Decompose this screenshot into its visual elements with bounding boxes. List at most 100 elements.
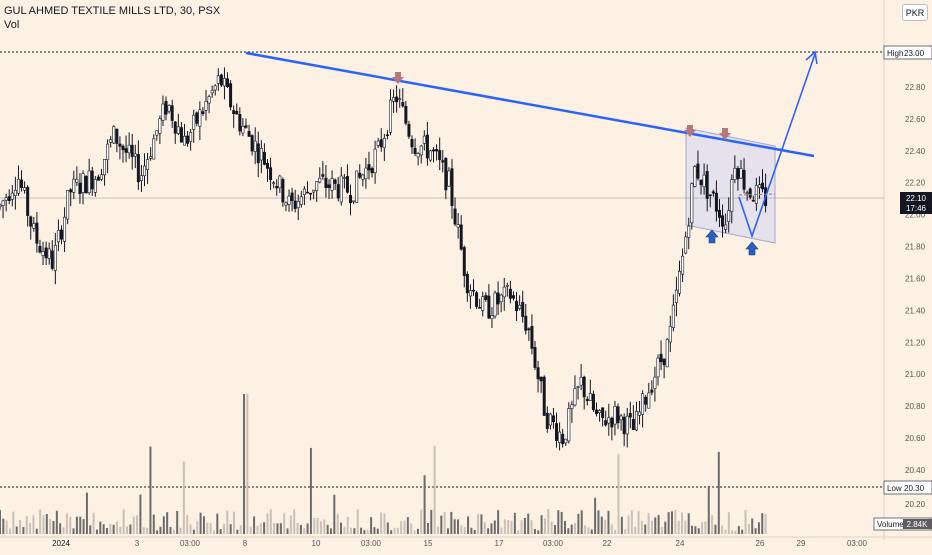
candle (238, 114, 242, 132)
candle (515, 300, 519, 312)
volume-bar (293, 509, 296, 534)
y-tick-label: 20.80 (905, 402, 926, 411)
projection-arrowhead (805, 50, 818, 65)
candle (38, 245, 42, 253)
volume-bar (199, 512, 202, 534)
candle (373, 148, 377, 174)
candle (705, 171, 709, 199)
volume-bar (383, 513, 386, 534)
candle (435, 149, 439, 152)
candle (416, 153, 420, 158)
volume-bar (333, 494, 336, 534)
y-tick-label: 21.40 (905, 306, 926, 315)
candle (401, 102, 405, 107)
volume-bar (731, 530, 734, 534)
candle (567, 408, 571, 442)
candle (133, 153, 137, 157)
chart-legend: GUL AHMED TEXTILE MILLS LTD, 30, PSX Vol (4, 4, 220, 32)
x-tick-label: 17 (495, 539, 504, 548)
candle (441, 160, 445, 163)
candle (634, 411, 638, 431)
volume-bar (530, 520, 533, 534)
volume-bar (296, 522, 299, 534)
volume-bar (580, 510, 583, 534)
volume-bar (410, 523, 413, 534)
volume-bar (216, 513, 219, 534)
candle (4, 197, 8, 201)
y-tick-label: 21.00 (905, 370, 926, 379)
volume-bar (75, 516, 78, 534)
volume-bar (219, 529, 222, 534)
y-tick-label: 22.80 (905, 83, 926, 92)
price-axis[interactable] (884, 0, 932, 550)
candle (462, 247, 466, 276)
candle (530, 325, 534, 349)
candle (631, 419, 635, 430)
volume-bar (567, 528, 570, 534)
candle (204, 100, 208, 111)
volume-bar (246, 394, 249, 534)
candle (315, 181, 319, 191)
volume-bar (687, 513, 690, 534)
candle (407, 124, 411, 137)
volume-bar (102, 524, 105, 534)
volume-bar (704, 521, 707, 534)
volume-bar (65, 513, 68, 534)
candle (721, 215, 725, 227)
volume-bar (2, 518, 5, 534)
volume-bar (253, 516, 256, 534)
candle (275, 185, 279, 189)
volume-bar (711, 515, 714, 534)
candle (250, 135, 254, 152)
y-tick-label: 21.80 (905, 243, 926, 252)
candle (376, 140, 380, 146)
candle (302, 188, 306, 195)
currency-button[interactable]: PKR (902, 4, 928, 21)
candle (0, 204, 2, 208)
projection-path (738, 53, 816, 239)
volume-bar (570, 524, 573, 534)
volume-bar (677, 520, 680, 534)
projection-dash (738, 193, 776, 196)
candle (53, 245, 57, 271)
candle (453, 208, 457, 225)
candle (545, 412, 549, 429)
volume-bar (741, 529, 744, 534)
candle (625, 415, 629, 435)
low-badge-value: 20.30 (904, 484, 925, 493)
volume-bar (319, 521, 322, 534)
volume-bar (152, 514, 155, 534)
candle (739, 168, 743, 179)
candle (601, 407, 605, 418)
volume-bar (259, 523, 262, 534)
candle (379, 139, 383, 148)
volume-bar (517, 530, 520, 534)
candle (232, 110, 236, 115)
candle (745, 192, 749, 195)
volume-bar (236, 529, 239, 534)
volume-bar (393, 527, 396, 534)
y-tick-label: 21.60 (905, 274, 926, 283)
volume-bar (607, 510, 610, 534)
volume-bar (309, 447, 312, 534)
volume-bar (122, 509, 125, 534)
candle (84, 175, 88, 194)
candle (714, 192, 718, 212)
candle (23, 187, 27, 191)
volume-bar (256, 525, 259, 534)
volume-bar (142, 526, 145, 534)
volume-bar (413, 530, 416, 534)
candle (235, 110, 239, 115)
volume-bar (503, 519, 506, 534)
candle (13, 189, 17, 196)
candle (47, 248, 51, 259)
volume-bar (39, 509, 42, 534)
candle (518, 304, 522, 309)
volume-bar (507, 520, 510, 534)
candle (665, 339, 669, 368)
volume-bar (42, 515, 45, 534)
candle (152, 138, 156, 160)
volume-bar (12, 511, 15, 534)
